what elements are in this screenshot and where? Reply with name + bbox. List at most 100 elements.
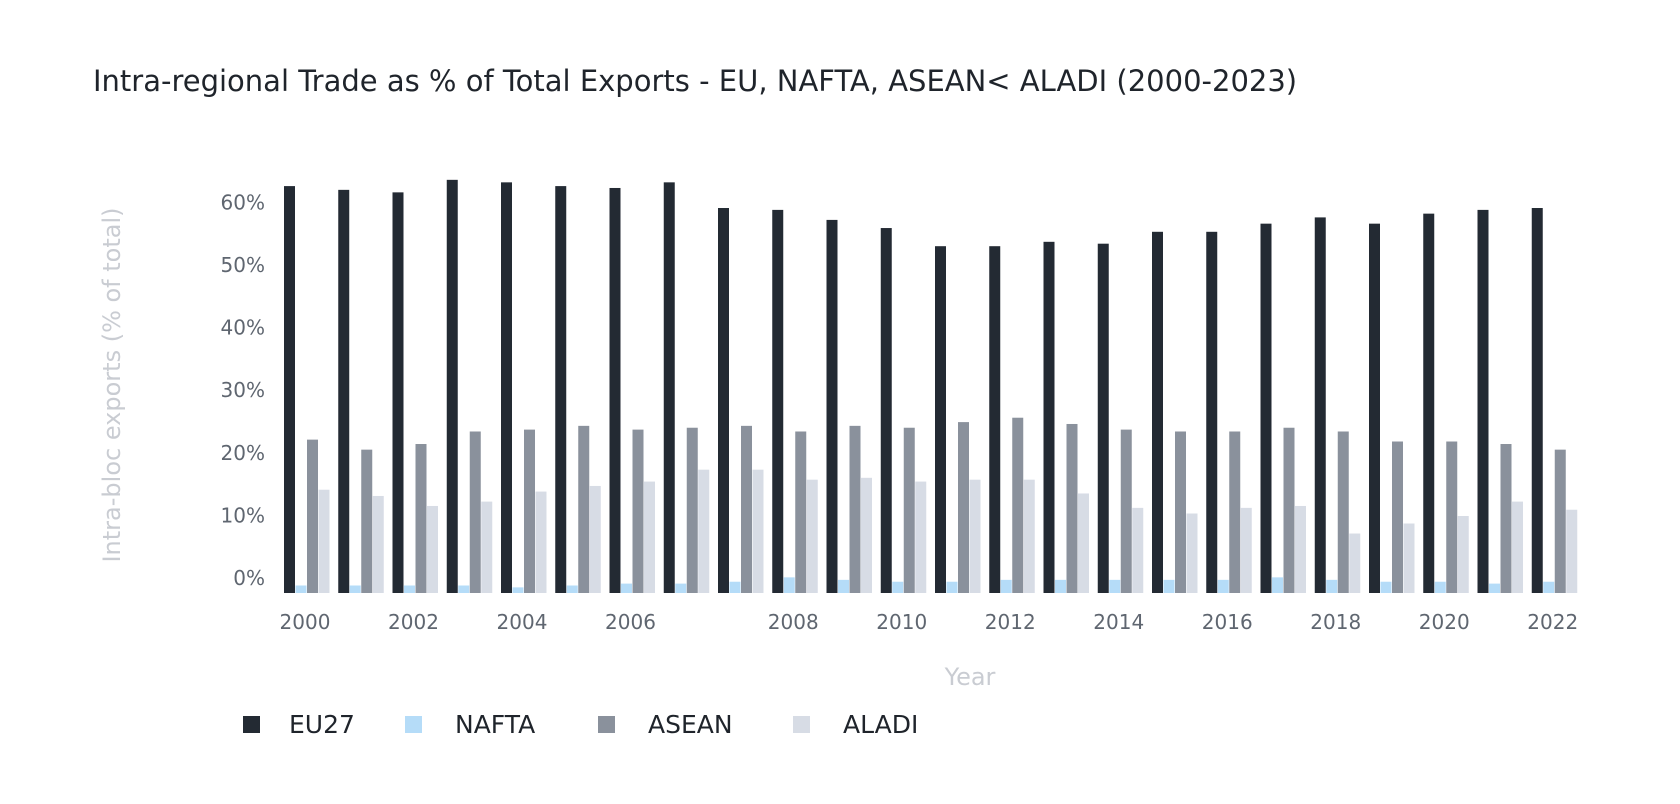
- bar-nafta-2009: [783, 577, 795, 593]
- bar-group-2003: [446, 179, 493, 593]
- bar-nafta-2003: [458, 585, 470, 593]
- x-tick-label: 2000: [280, 610, 331, 634]
- bar-eu27-2005: [555, 186, 567, 593]
- bar-asean-2022: [1500, 444, 1512, 593]
- bar-eu27-2009: [772, 209, 784, 593]
- y-tick-label: 30%: [221, 378, 265, 402]
- bar-aladi-2020: [1403, 523, 1415, 593]
- legend-item-asean[interactable]: ASEAN: [598, 710, 733, 739]
- bar-group-2015: [1097, 243, 1144, 593]
- bar-nafta-2002: [404, 585, 415, 593]
- bar-eu27-2001: [338, 189, 350, 593]
- legend-swatch: [598, 716, 615, 733]
- bar-aladi-2012: [969, 479, 981, 593]
- bar-asean-2010: [849, 425, 861, 593]
- bar-nafta-2001: [349, 585, 361, 593]
- bar-asean-2005: [578, 425, 590, 593]
- x-tick-label: 2012: [985, 610, 1036, 634]
- bar-nafta-2006: [621, 583, 632, 593]
- x-tick-label: 2018: [1310, 610, 1361, 634]
- x-tick-label: 2014: [1093, 610, 1144, 634]
- legend-swatch: [243, 716, 260, 733]
- bar-aladi-2021: [1457, 516, 1469, 593]
- bar-asean-2019: [1337, 431, 1349, 593]
- bar-group-2010: [826, 219, 872, 594]
- bar-group-2000: [284, 186, 330, 593]
- bar-aladi-2000: [318, 489, 330, 593]
- bar-asean-2007: [686, 427, 698, 593]
- bar-nafta-2020: [1380, 581, 1392, 593]
- bar-eu27-2016: [1152, 231, 1163, 593]
- bar-asean-2020: [1392, 441, 1403, 593]
- chart-title: Intra-regional Trade as % of Total Expor…: [93, 64, 1297, 98]
- bar-eu27-2002: [392, 192, 404, 594]
- x-axis-label: Year: [944, 663, 996, 691]
- bar-eu27-2020: [1369, 223, 1380, 593]
- bar-aladi-2007: [698, 469, 710, 593]
- bar-aladi-2011: [915, 481, 927, 593]
- bar-asean-2009: [795, 431, 807, 593]
- bar-nafta-2013: [1000, 579, 1012, 593]
- bar-asean-2003: [469, 431, 481, 593]
- legend-label: ASEAN: [648, 710, 733, 739]
- legend-swatch: [405, 716, 422, 733]
- bar-aladi-2001: [372, 495, 384, 593]
- x-tick-label: 2004: [497, 610, 548, 634]
- bar-aladi-2022: [1512, 501, 1523, 593]
- legend-item-aladi[interactable]: ALADI: [793, 710, 918, 739]
- legend-item-nafta[interactable]: NAFTA: [405, 710, 535, 739]
- bar-aladi-2002: [427, 505, 438, 593]
- bar-asean-2011: [903, 427, 915, 593]
- bar-asean-2021: [1446, 441, 1458, 593]
- bar-aladi-2010: [861, 477, 872, 593]
- bar-nafta-2023: [1543, 581, 1555, 593]
- bar-group-2011: [880, 228, 927, 594]
- legend-item-eu27[interactable]: EU27: [243, 710, 355, 739]
- bar-nafta-2014: [1055, 579, 1066, 593]
- y-tick-label: 60%: [221, 190, 265, 214]
- bar-asean-2006: [632, 429, 644, 593]
- bar-aladi-2008: [752, 469, 764, 593]
- y-tick-label: 10%: [221, 503, 265, 527]
- bar-eu27-2018: [1260, 223, 1272, 593]
- bar-nafta-2007: [675, 583, 687, 593]
- bar-eu27-2004: [501, 182, 512, 593]
- bar-eu27-2015: [1097, 243, 1109, 593]
- bar-nafta-2021: [1434, 581, 1446, 593]
- x-tick-label: 2002: [388, 610, 439, 634]
- legend-label: EU27: [289, 710, 355, 739]
- bar-aladi-2006: [644, 481, 655, 593]
- bar-eu27-2000: [284, 186, 295, 593]
- bar-eu27-2003: [446, 179, 458, 593]
- bar-asean-2017: [1229, 431, 1241, 593]
- bar-aladi-2019: [1349, 533, 1361, 593]
- bar-nafta-2005: [566, 585, 578, 593]
- bar-eu27-2014: [1043, 241, 1055, 593]
- bar-asean-2002: [415, 444, 427, 593]
- bar-nafta-2011: [892, 581, 904, 593]
- bar-aladi-2023: [1566, 509, 1578, 593]
- bar-eu27-2007: [663, 182, 675, 593]
- x-tick-label: 2008: [768, 610, 819, 634]
- bar-aladi-2014: [1078, 493, 1089, 593]
- bar-group-2004: [501, 182, 547, 593]
- bar-asean-2016: [1175, 431, 1186, 593]
- bar-aladi-2015: [1132, 507, 1144, 593]
- x-tick-label: 2016: [1202, 610, 1253, 634]
- bar-eu27-2011: [880, 228, 892, 594]
- bar-group-2012: [935, 246, 981, 594]
- bar-group-2014: [1043, 241, 1089, 593]
- bar-eu27-2023: [1531, 208, 1543, 593]
- bar-group-2023: [1531, 208, 1578, 593]
- legend-swatch: [793, 716, 810, 733]
- bar-eu27-2022: [1477, 209, 1489, 593]
- bar-group-2016: [1152, 231, 1198, 593]
- legend: EU27 NAFTA ASEAN ALADI: [243, 710, 918, 739]
- y-axis-label: Intra-bloc exports (% of total): [98, 207, 126, 562]
- bar-group-2005: [555, 186, 601, 593]
- bar-asean-2000: [307, 439, 318, 593]
- bar-group-2001: [338, 189, 384, 593]
- bar-eu27-2006: [609, 187, 621, 593]
- bar-eu27-2010: [826, 219, 838, 594]
